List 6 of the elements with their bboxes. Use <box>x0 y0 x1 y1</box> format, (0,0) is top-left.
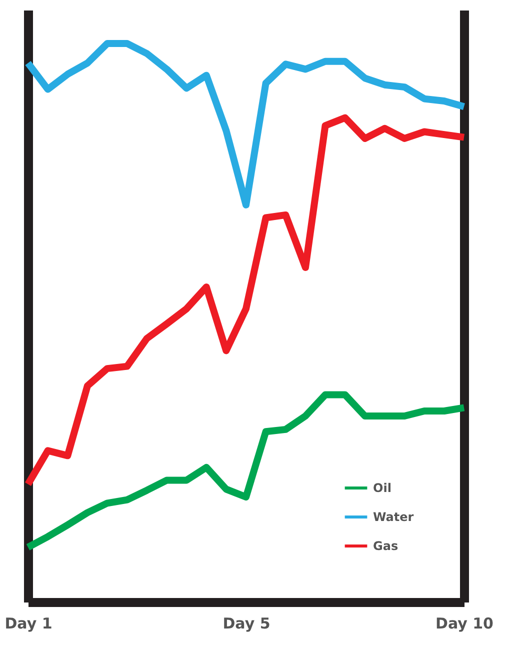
legend-label: Water <box>373 510 414 524</box>
legend-label: Oil <box>373 481 392 495</box>
x-tick-label: Day 5 <box>222 614 270 632</box>
x-tick-label: Day 1 <box>4 614 52 632</box>
legend-label: Gas <box>373 539 398 553</box>
x-tick-label: Day 10 <box>436 614 494 632</box>
